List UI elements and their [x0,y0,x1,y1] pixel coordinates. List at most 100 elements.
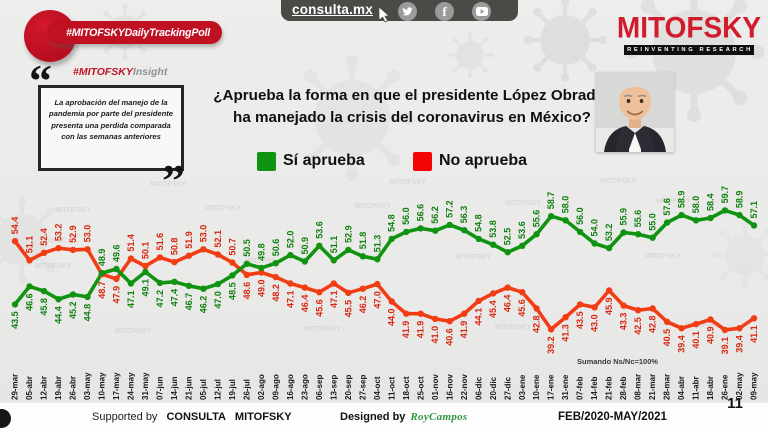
data-point [750,222,758,229]
legend-label-no: No aprueba [439,152,528,169]
date-label: 29-mar [11,374,20,400]
value-label: 54.4 [10,217,20,235]
value-label: 39.1 [720,337,730,355]
value-label: 57.2 [445,200,455,218]
data-point [200,285,207,292]
value-label: 44.0 [387,309,397,327]
value-label: 43.3 [619,313,629,331]
date-label: 12-abr [40,376,49,400]
date-label: 19-abr [54,376,63,400]
value-label: 52.9 [343,225,353,243]
value-label: 40.6 [445,328,455,346]
value-label: 44.1 [474,308,484,326]
data-point [533,231,540,238]
youtube-icon[interactable] [472,1,491,21]
data-point [707,214,714,222]
watermark: MITOFSKY [655,198,691,205]
data-point [156,254,164,261]
value-label: 45.2 [68,302,78,320]
footer-brand-consulta: CONSULTA [166,411,226,423]
value-label: 48.9 [97,249,107,267]
data-point [461,227,468,234]
data-point [287,280,294,287]
value-label: 56.0 [575,207,585,225]
data-point [26,283,33,290]
data-point [84,293,91,301]
data-point [243,260,250,267]
data-point [345,246,352,254]
value-label: 53.8 [488,220,498,238]
data-point [533,305,540,312]
value-label: 51.3 [372,235,382,253]
value-label: 52.4 [39,228,49,246]
data-point [69,291,77,298]
data-point [432,227,439,234]
value-label: 50.9 [300,237,310,255]
data-point [127,280,135,287]
data-point [649,305,656,312]
value-label: 53.0 [198,225,208,243]
data-point [142,262,149,270]
data-point [156,279,164,287]
data-point [127,255,135,262]
data-point [678,325,685,332]
value-label: 45.6 [517,299,527,317]
watermark: MITOFSKY [305,326,341,333]
date-label: 12-jul [214,379,223,400]
legend-swatch-si [257,152,276,171]
date-label: 25-oct [416,376,425,400]
data-point [576,301,584,308]
value-label: 47.0 [372,291,382,309]
mitofsky-logo: MITOFSKY REINVENTING RESEARCH [616,13,762,55]
designed-by: Designed by RoyCampos [340,411,468,423]
insight-heading-brand: #MITOFSKY [73,66,133,78]
data-point [316,242,323,249]
value-label: 40.9 [706,327,716,345]
date-range: FEB/2020-MAY/2021 [558,411,667,423]
date-label: 01-nov [431,374,440,400]
date-label: 16-nov [445,374,454,400]
value-label: 48.5 [227,282,237,300]
data-point [519,289,526,296]
facebook-icon[interactable]: f [435,1,454,21]
data-point [446,318,453,325]
data-point [243,271,250,278]
mouse-cursor-icon [378,7,390,23]
watermark: MITOFSKY [390,179,426,186]
data-point [359,253,366,260]
daily-tracking-banner: #MITOFSKYDailyTrackingPoll [47,21,222,44]
data-point [84,246,91,253]
date-label: 28-feb [619,376,628,400]
data-point [620,302,627,309]
data-point [692,320,700,328]
twitter-icon[interactable] [398,1,417,21]
data-point [736,325,743,332]
data-point [98,271,106,278]
data-point [663,219,671,226]
date-label: 17-ene [547,374,556,400]
value-label: 42.5 [633,317,643,335]
data-point [490,241,497,248]
data-point [272,273,279,281]
data-point [229,272,236,279]
data-point [417,225,424,232]
value-label: 45.9 [604,298,614,316]
data-point [634,307,642,314]
value-label: 41.9 [401,321,411,339]
value-label: 53.0 [83,225,93,243]
value-label: 53.6 [517,221,527,239]
date-label: 20-sep [344,375,353,400]
chart-note: Sumando Ns/Nc=100% [577,357,658,366]
value-label: 41.9 [416,321,426,339]
value-label: 56.3 [459,206,469,224]
value-label: 51.8 [358,232,368,250]
value-label: 39.4 [677,335,687,353]
date-label: 28-mar [663,374,672,400]
value-label: 51.9 [184,231,194,249]
value-label: 47.4 [169,289,179,307]
date-label: 09-ago [271,374,280,400]
data-point [330,280,337,287]
data-point [721,326,729,334]
value-label: 49.6 [111,244,121,262]
consulta-link[interactable]: consulta.mx [292,2,373,17]
